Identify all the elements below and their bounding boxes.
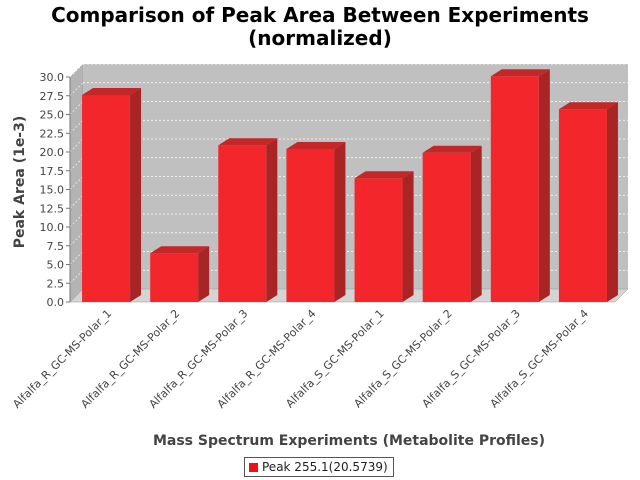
chart-subtitle: (normalized) (248, 26, 392, 50)
bar (218, 138, 278, 302)
bar-top (150, 246, 210, 254)
bar-top (82, 88, 142, 95)
bar-front (422, 152, 471, 302)
bar-front (354, 178, 403, 302)
bar-side (198, 246, 210, 302)
gridline-side (69, 213, 84, 228)
bar-side (538, 69, 550, 302)
bar-top (218, 138, 278, 146)
gridline-side (69, 232, 84, 246)
bar-top (490, 69, 550, 77)
bar-side (334, 142, 346, 302)
bar (422, 145, 482, 302)
gridline-side (69, 176, 84, 190)
y-tick-label: 12.5 (40, 202, 65, 215)
gridline-side (69, 63, 84, 78)
bar-top (354, 171, 414, 179)
gridline-side (69, 251, 84, 265)
bar-top (286, 142, 346, 149)
bar-side (606, 102, 618, 302)
bar-side (470, 145, 482, 302)
bar (490, 69, 550, 302)
bar (82, 88, 142, 302)
bar-front (558, 109, 607, 302)
gridline-side (69, 82, 84, 96)
bar-top (422, 145, 482, 153)
y-tick-label: 7.5 (47, 240, 65, 253)
gridline-side (69, 138, 84, 153)
y-tick-label: 25.0 (40, 109, 65, 122)
bar (150, 246, 210, 302)
y-tick-label: 0.0 (47, 296, 65, 309)
bar-side (130, 88, 142, 302)
bar-front (218, 145, 267, 302)
y-tick-label: 2.5 (47, 277, 65, 290)
bar (354, 171, 414, 302)
y-tick-label: 20.0 (40, 146, 65, 159)
legend-swatch (249, 462, 258, 472)
bar-side (402, 171, 414, 302)
x-axis-label: Mass Spectrum Experiments (Metabolite Pr… (153, 433, 545, 449)
bar-front (286, 149, 335, 302)
y-tick-label: 5.0 (47, 259, 65, 272)
gridline-side (69, 195, 84, 209)
y-tick-label: 10.0 (40, 221, 65, 234)
y-tick-label: 27.5 (40, 90, 65, 103)
bar-front (82, 95, 131, 302)
gridline-side (69, 101, 84, 115)
bar-front (150, 253, 199, 302)
gridline-side (69, 120, 84, 134)
bar (558, 102, 618, 302)
gridline-side (69, 157, 84, 171)
y-tick-label: 15.0 (40, 184, 65, 197)
gridline-side (69, 270, 84, 284)
bar (286, 142, 346, 302)
bar-side (266, 138, 278, 302)
bar-front (490, 76, 539, 302)
y-axis-label: Peak Area (1e-3) (12, 116, 28, 249)
y-tick-label: 17.5 (40, 165, 65, 178)
chart-title: Comparison of Peak Area Between Experime… (51, 3, 589, 27)
y-tick-label: 22.5 (40, 127, 65, 140)
y-tick-label: 30.0 (40, 71, 65, 84)
bar-top (558, 102, 618, 110)
legend-label: Peak 255.1(20.5739) (262, 460, 388, 474)
legend: Peak 255.1(20.5739) (244, 457, 394, 477)
